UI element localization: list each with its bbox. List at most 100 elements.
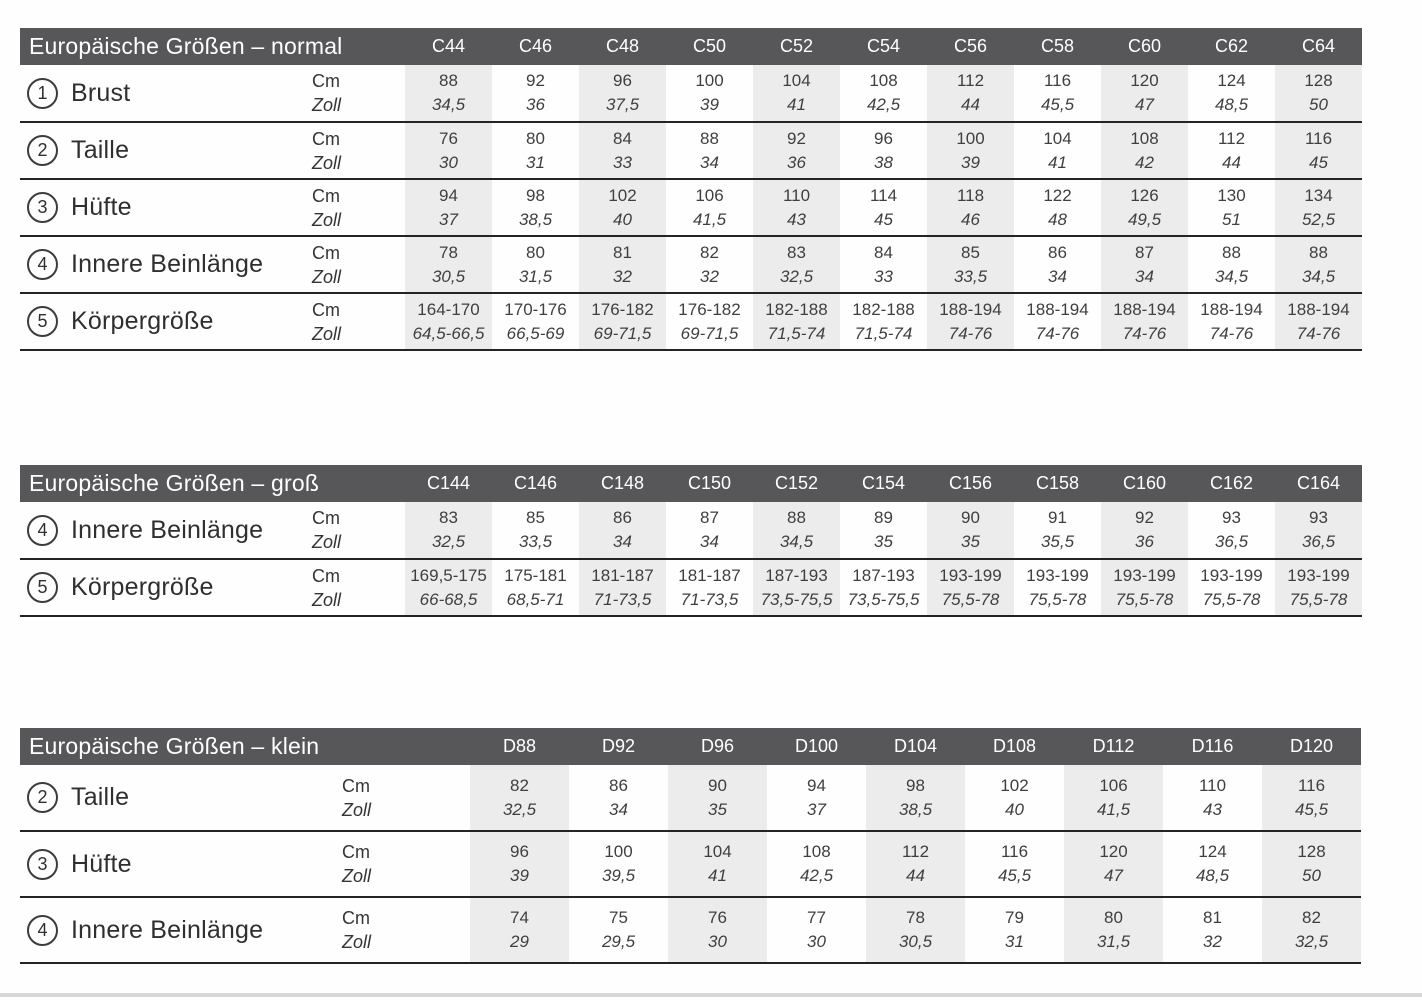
unit-zoll-label: Zoll [312, 589, 342, 610]
measurement-cell: 134 52,5 [1275, 179, 1362, 236]
unit-cm-label: Cm [312, 508, 340, 528]
cm-value: 80 [526, 242, 545, 262]
measurement-cell: 112 44 [1188, 122, 1275, 179]
measurement-cell: 108 42,5 [767, 831, 866, 897]
zoll-value: 34,5 [779, 532, 814, 551]
cm-value: 108 [1130, 128, 1159, 148]
zoll-value: 73,5-75,5 [760, 589, 833, 609]
cm-value: 92 [526, 71, 545, 90]
measurement-cell: 88 34 [666, 122, 753, 179]
table-title: Europäische Größen – groß [20, 465, 405, 502]
cm-value: 88 [1309, 242, 1328, 262]
zoll-value: 30,5 [898, 932, 933, 951]
zoll-value: 29 [510, 932, 529, 951]
zoll-value: 47 [1104, 866, 1123, 885]
zoll-value: 42 [1135, 152, 1154, 172]
zoll-value: 35 [708, 799, 727, 819]
cm-value: 90 [708, 775, 727, 795]
cm-value: 118 [956, 185, 985, 205]
cm-value: 110 [1198, 775, 1227, 795]
measurement-label-cell: 2 Taille [20, 765, 340, 831]
zoll-value: 71,5-74 [854, 323, 913, 343]
cm-value: 104 [1043, 128, 1072, 148]
zoll-value: 31,5 [518, 266, 553, 286]
measurement-cell: 88 34,5 [405, 65, 492, 122]
measurement-cell: 106 41,5 [1064, 765, 1163, 831]
measurement-cell: 108 42,5 [840, 65, 927, 122]
size-grid: Europäische Größen – klein D88 D92 D96 D100 D… [20, 728, 1361, 964]
unit-cell: Cm Zoll [310, 122, 405, 179]
measurement-cell: 124 48,5 [1163, 831, 1262, 897]
measurement-cell: 102 40 [579, 179, 666, 236]
size-column-header: D100 [767, 728, 866, 765]
measurement-cell: 112 44 [927, 65, 1014, 122]
unit-cm-label: Cm [312, 71, 340, 91]
zoll-value: 32,5 [1294, 932, 1329, 951]
cm-value: 98 [526, 185, 545, 205]
measurement-cell: 106 41,5 [666, 179, 753, 236]
measurement-cell: 122 48 [1014, 179, 1101, 236]
unit-zoll-label: Zoll [312, 152, 342, 173]
cm-value: 93 [1309, 508, 1328, 527]
cm-value: 74 [510, 908, 529, 927]
row-number-badge: 2 [27, 135, 58, 166]
size-column-header: D120 [1262, 728, 1361, 765]
zoll-value: 68,5-71 [506, 589, 565, 609]
measurement-cell: 84 33 [840, 236, 927, 293]
measurement-cell: 187-193 73,5-75,5 [840, 559, 927, 616]
measurement-cell: 188-194 74-76 [1275, 293, 1362, 350]
zoll-value: 75,5-78 [1115, 589, 1174, 609]
cm-value: 181-187 [591, 565, 654, 585]
cm-value: 96 [874, 128, 893, 148]
unit-cell: Cm Zoll [340, 831, 470, 897]
unit-cm-label: Cm [312, 242, 340, 263]
measurement-cell: 77 30 [767, 897, 866, 963]
zoll-value: 74-76 [948, 323, 993, 343]
size-table-klein: Europäische Größen – klein D88 D92 D96 D100 D… [20, 728, 1361, 964]
measurement-label: Innere Beinlänge [71, 915, 264, 944]
zoll-value: 48,5 [1214, 95, 1249, 114]
cm-value: 187-193 [852, 565, 915, 585]
size-column-header: C64 [1275, 28, 1362, 65]
measurement-cell: 88 34,5 [1188, 236, 1275, 293]
zoll-value: 75,5-78 [1028, 589, 1087, 609]
cm-value: 82 [1302, 908, 1321, 927]
cm-value: 88 [439, 71, 458, 90]
measurement-cell: 176-182 69-71,5 [666, 293, 753, 350]
measurement-cell: 92 36 [753, 122, 840, 179]
cm-value: 86 [613, 508, 632, 527]
zoll-value: 71-73,5 [593, 589, 652, 609]
zoll-value: 39 [510, 866, 529, 885]
zoll-value: 48,5 [1195, 866, 1230, 885]
size-column-header: C144 [405, 465, 492, 502]
size-table-gross: Europäische Größen – groß C144 C146 C148 C15… [20, 465, 1362, 617]
unit-cm-label: Cm [342, 775, 370, 796]
measurement-cell: 104 41 [668, 831, 767, 897]
zoll-value: 32,5 [502, 799, 537, 819]
cm-value: 83 [787, 242, 806, 262]
measurement-cell: 176-182 69-71,5 [579, 293, 666, 350]
measurement-cell: 80 31,5 [1064, 897, 1163, 963]
size-column-header: D116 [1163, 728, 1262, 765]
size-column-header: C160 [1101, 465, 1188, 502]
zoll-value: 50 [1309, 95, 1328, 114]
measurement-cell: 120 47 [1064, 831, 1163, 897]
unit-zoll-label: Zoll [312, 532, 342, 552]
measurement-cell: 182-188 71,5-74 [840, 293, 927, 350]
table-row: 2 Taille Cm Zoll 76 30 80 31 84 33 88 34 92 36 96 38 100… [20, 122, 1362, 179]
zoll-value: 44 [961, 95, 980, 114]
zoll-value: 66-68,5 [419, 589, 478, 609]
cm-value: 128 [1297, 842, 1326, 861]
measurement-cell: 188-194 74-76 [927, 293, 1014, 350]
zoll-value: 32,5 [431, 532, 466, 551]
measurement-cell: 130 51 [1188, 179, 1275, 236]
cm-value: 193-199 [1026, 565, 1089, 585]
cm-value: 188-194 [1200, 299, 1263, 319]
cm-value: 96 [510, 842, 529, 861]
cm-value: 88 [700, 128, 719, 148]
cm-value: 87 [700, 508, 719, 527]
size-column-header: C152 [753, 465, 840, 502]
zoll-value: 30,5 [431, 266, 466, 286]
zoll-value: 31 [1005, 932, 1024, 951]
zoll-value: 41 [708, 866, 727, 885]
